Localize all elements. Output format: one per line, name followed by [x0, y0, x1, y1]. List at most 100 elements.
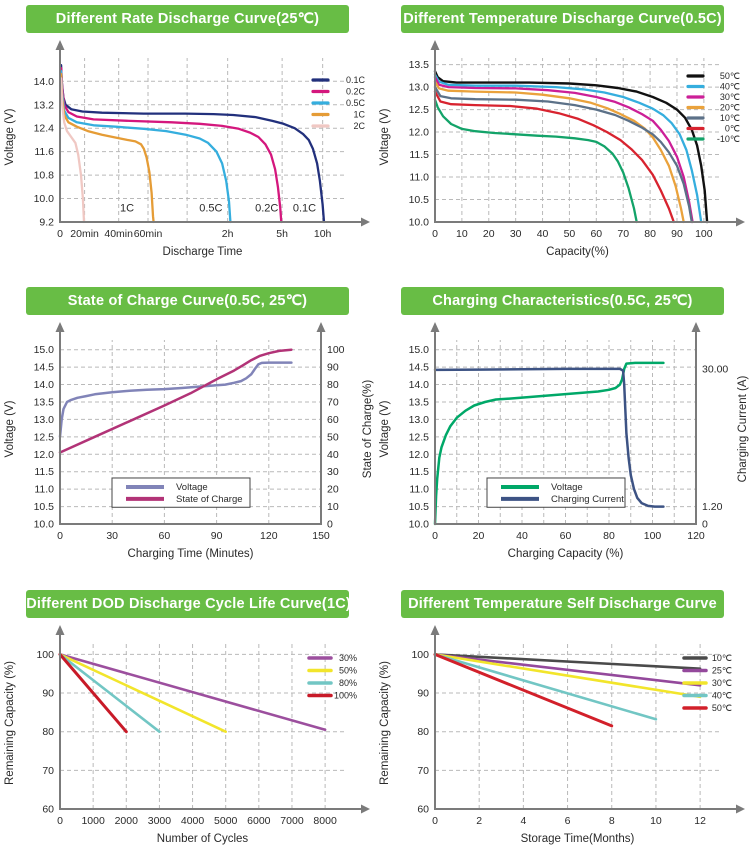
svg-text:State of Charge: State of Charge: [176, 494, 243, 505]
svg-text:11.0: 11.0: [34, 484, 54, 496]
series-line-Voltage: [433, 361, 665, 526]
svg-text:Capacity(%): Capacity(%): [546, 246, 609, 258]
svg-text:Discharge Time: Discharge Time: [163, 246, 243, 258]
series-line-1C: [59, 72, 155, 224]
gridlines: [435, 643, 720, 809]
svg-text:Charging Current (A): Charging Current (A): [737, 375, 749, 482]
series-line-20℃: [433, 80, 685, 224]
svg-text:10℃: 10℃: [720, 113, 740, 123]
svg-text:10.0: 10.0: [34, 519, 55, 531]
curve-label-1C: 1C: [120, 203, 134, 215]
svg-text:0.2C: 0.2C: [346, 87, 366, 97]
svg-text:7000: 7000: [280, 815, 304, 827]
svg-text:Storage Time(Months): Storage Time(Months): [521, 833, 635, 845]
svg-text:0: 0: [57, 530, 63, 542]
series-line-50%: [58, 653, 227, 733]
legend: 30% 50% 80% 100%: [307, 653, 357, 701]
svg-text:2h: 2h: [222, 228, 234, 240]
svg-text:13.0: 13.0: [409, 82, 430, 94]
svg-text:1000: 1000: [81, 815, 105, 827]
svg-text:90: 90: [42, 688, 54, 700]
svg-text:9.2: 9.2: [39, 217, 54, 229]
series-line-0.2C: [59, 66, 283, 224]
svg-text:Voltage: Voltage: [551, 482, 583, 493]
svg-text:5h: 5h: [276, 228, 288, 240]
series-line-100%: [58, 652, 128, 734]
svg-text:10.5: 10.5: [409, 501, 430, 513]
svg-text:12.0: 12.0: [34, 449, 55, 461]
svg-text:11.5: 11.5: [409, 466, 429, 478]
svg-text:0: 0: [327, 519, 333, 531]
svg-text:40℃: 40℃: [720, 82, 740, 92]
svg-text:13.2: 13.2: [34, 99, 55, 111]
curve-label-0.2C: 0.2C: [255, 203, 278, 215]
svg-text:Voltage (V): Voltage (V): [4, 108, 16, 165]
svg-text:3000: 3000: [148, 815, 172, 827]
tick-labels: 9.2 10.0 10.8 11.6 12.4 13.2 14.0 0 20min 40min 60…: [34, 76, 332, 240]
chart-title-dod-cycle-life: Different DOD Discharge Cycle Life Curve…: [26, 590, 351, 618]
axes: [55, 625, 370, 814]
svg-text:40min: 40min: [104, 228, 133, 240]
axes: [430, 322, 701, 525]
svg-text:20: 20: [327, 484, 339, 496]
svg-text:50: 50: [564, 228, 576, 240]
svg-text:Number of Cycles: Number of Cycles: [157, 833, 249, 845]
series-lines: [58, 348, 293, 454]
series-line-80%: [58, 653, 161, 733]
svg-text:4: 4: [520, 815, 526, 827]
svg-text:25℃: 25℃: [712, 666, 732, 676]
axes: [430, 40, 745, 227]
svg-text:0: 0: [432, 815, 438, 827]
svg-text:80: 80: [327, 379, 339, 391]
series-line-10℃: [433, 653, 702, 671]
rate-discharge-chart: 9.2 10.0 10.8 11.6 12.4 13.2 14.0 0 20min 40min 60…: [4, 40, 370, 258]
svg-text:100: 100: [327, 344, 345, 356]
chart-title-self-discharge: Different Temperature Self Discharge Cur…: [401, 590, 724, 618]
svg-text:15.0: 15.0: [409, 344, 430, 356]
svg-text:70: 70: [42, 765, 54, 777]
tick-labels: 10.0 10.5 11.0 11.5 12.0 12.5 13.0 13.5 14.0 14.5…: [34, 344, 345, 542]
svg-text:40℃: 40℃: [712, 691, 732, 701]
svg-text:11.0: 11.0: [409, 484, 429, 496]
svg-text:100: 100: [644, 530, 662, 542]
svg-text:12: 12: [694, 815, 706, 827]
series-line-30%: [58, 653, 327, 732]
svg-text:15.0: 15.0: [34, 344, 55, 356]
svg-text:0: 0: [57, 228, 63, 240]
svg-text:80: 80: [42, 726, 54, 738]
svg-text:12.5: 12.5: [409, 104, 430, 116]
charging-characteristics-chart: 10.0 10.5 11.0 11.5 12.0 12.5 13.0 13.5 14.0 14.5…: [379, 322, 749, 560]
svg-text:90: 90: [211, 530, 223, 542]
svg-text:10.0: 10.0: [34, 193, 55, 205]
panel-rate-discharge: Different Rate Discharge Curve(25℃) 9.2 1…: [0, 0, 375, 275]
svg-text:14.0: 14.0: [34, 379, 55, 391]
svg-text:10℃: 10℃: [712, 653, 732, 663]
svg-text:10: 10: [327, 501, 339, 513]
svg-text:13.0: 13.0: [34, 414, 55, 426]
svg-text:120: 120: [687, 530, 705, 542]
chart-title-charging-characteristics: Charging Characteristics(0.5C, 25℃): [401, 287, 724, 315]
svg-text:Voltage (V): Voltage (V): [4, 400, 16, 457]
svg-text:100: 100: [36, 649, 54, 661]
svg-text:0: 0: [702, 519, 708, 531]
svg-text:11.5: 11.5: [409, 149, 429, 161]
series-lines: [58, 652, 327, 734]
svg-text:0: 0: [432, 228, 438, 240]
axis-titles: Capacity(%) Voltage (V): [379, 108, 609, 258]
svg-text:90: 90: [327, 362, 339, 374]
svg-text:6: 6: [565, 815, 571, 827]
curve-label-0.5C: 0.5C: [199, 203, 222, 215]
series-line-Voltage: [58, 361, 293, 439]
series-line-25℃: [433, 653, 702, 687]
svg-text:12.0: 12.0: [409, 449, 430, 461]
svg-text:Voltage (V): Voltage (V): [379, 108, 391, 165]
svg-text:30: 30: [106, 530, 118, 542]
svg-text:10.0: 10.0: [409, 519, 430, 531]
tick-labels: 10.0 10.5 11.0 11.5 12.0 12.5 13.0 13.5 0 10 20 30 4…: [409, 59, 713, 240]
svg-text:11.5: 11.5: [34, 466, 54, 478]
svg-text:0.1C: 0.1C: [346, 75, 366, 85]
series-lines: [59, 64, 326, 224]
svg-text:10h: 10h: [314, 228, 332, 240]
